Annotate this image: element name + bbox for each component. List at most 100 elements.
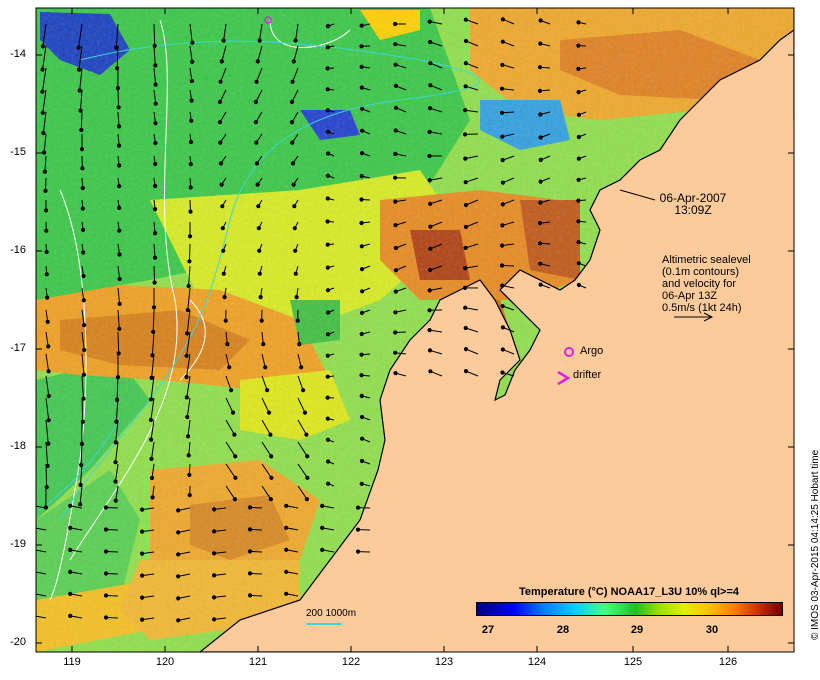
velocity-arrow-head (462, 285, 468, 290)
velocity-arrow-head (229, 388, 234, 393)
drifter-label: drifter (573, 369, 602, 381)
velocity-arrow (291, 89, 299, 103)
velocity-arrow (465, 40, 479, 47)
velocity-arrow-head (222, 295, 227, 300)
velocity-arrow-head (284, 525, 289, 530)
velocity-arrow-head (116, 124, 122, 129)
velocity-arrow-head (212, 573, 217, 578)
altimetry-line2: (0.1m contours) (662, 266, 740, 278)
lat-tick-label: -19 (10, 538, 26, 550)
velocity-arrow-head (500, 134, 505, 139)
velocity-arrow-head (576, 219, 581, 224)
velocity-arrow-head (36, 570, 37, 573)
velocity-arrow-head (40, 89, 45, 94)
velocity-arrow-head (176, 508, 181, 513)
velocity-arrow-head (304, 497, 309, 502)
velocity-arrow-head (428, 246, 433, 251)
velocity-arrow (45, 331, 49, 347)
velocity-arrow-head (257, 38, 262, 43)
velocity-arrow (45, 397, 50, 421)
velocity-arrow-head (149, 475, 155, 481)
velocity-arrow-head (140, 617, 145, 622)
velocity-arrow (465, 62, 479, 69)
velocity-arrow-head (212, 529, 217, 534)
velocity-arrow (116, 45, 119, 69)
velocity-arrow (465, 109, 479, 113)
velocity-arrow (465, 85, 479, 91)
velocity-arrow (297, 353, 302, 368)
colorbar-tick-30: 30 (705, 624, 719, 636)
velocity-arrow-head (185, 414, 190, 420)
velocity-arrow-head (500, 283, 505, 288)
velocity-arrow-head (427, 106, 433, 111)
velocity-arrow (465, 327, 479, 333)
velocity-arrow (261, 419, 271, 435)
velocity-arrow (293, 45, 299, 62)
velocity-arrow (153, 45, 156, 66)
velocity-arrow-head (140, 573, 145, 578)
velocity-arrow-head (291, 59, 296, 64)
velocity-arrow-head (500, 370, 505, 375)
velocity-arrow-head (538, 41, 543, 46)
velocity-arrow-head (117, 184, 122, 189)
velocity-arrow-head (223, 318, 228, 323)
velocity-arrow (188, 265, 191, 287)
velocity-arrow-head (103, 549, 109, 554)
lon-tick-label: 119 (63, 656, 81, 668)
velocity-arrow-head (117, 205, 122, 210)
velocity-arrow-head (254, 161, 260, 166)
velocity-arrow (80, 89, 83, 111)
velocity-arrow-head (427, 178, 432, 183)
velocity-arrow-head (253, 120, 258, 125)
velocity-arrow-head (427, 153, 432, 159)
velocity-arrow-head (259, 318, 264, 323)
velocity-arrow-head (320, 547, 325, 553)
velocity-arrow (117, 309, 120, 329)
velocity-arrow-head (576, 156, 581, 161)
velocity-arrow-head (576, 66, 581, 72)
velocity-arrow-head (500, 39, 505, 44)
velocity-arrow-head (81, 250, 86, 255)
velocity-arrow (117, 331, 120, 354)
velocity-arrow-head (538, 112, 543, 117)
velocity-arrow-head (393, 289, 398, 294)
argo-marker-north (264, 16, 272, 24)
velocity-arrow-head (463, 180, 468, 185)
velocity-arrow-head (247, 549, 253, 554)
lon-tick-label: 126 (718, 656, 738, 668)
velocity-arrow-head (152, 280, 157, 285)
velocity-arrow-head (80, 185, 85, 191)
velocity-arrow-head (359, 352, 364, 357)
velocity-arrow-head (212, 595, 217, 600)
velocity-arrow-head (43, 188, 48, 193)
velocity-arrow-head (117, 301, 122, 306)
velocity-arrow-head (325, 416, 330, 421)
velocity-arrow-head (538, 179, 543, 184)
velocity-arrow-head (217, 99, 222, 105)
velocity-arrow (42, 89, 47, 113)
velocity-arrow-head (76, 45, 81, 50)
velocity-arrow-head (359, 481, 364, 486)
velocity-arrow-head (184, 353, 189, 358)
argo-marker (564, 347, 574, 357)
velocity-arrow-head (44, 272, 49, 277)
velocity-arrow-head (184, 395, 189, 400)
velocity-arrow (80, 111, 83, 131)
velocity-arrow-head (218, 140, 223, 145)
velocity-arrow-head (103, 571, 109, 576)
velocity-arrow-head (576, 112, 582, 117)
velocity-arrow-head (149, 456, 154, 461)
velocity-arrow (115, 485, 119, 501)
velocity-arrow-head (140, 551, 145, 556)
velocity-arrow-head (232, 432, 237, 437)
velocity-arrow-head (185, 331, 190, 336)
velocity-arrow-head (185, 308, 190, 313)
velocity-arrow-head (212, 617, 217, 622)
velocity-arrow-head (247, 593, 253, 598)
velocity-arrow-head (217, 120, 222, 125)
velocity-arrow-head (359, 197, 364, 202)
velocity-arrow (45, 463, 48, 488)
velocity-arrow (219, 89, 227, 103)
velocity-arrow-head (247, 505, 253, 510)
velocity-arrow-head (153, 231, 158, 236)
